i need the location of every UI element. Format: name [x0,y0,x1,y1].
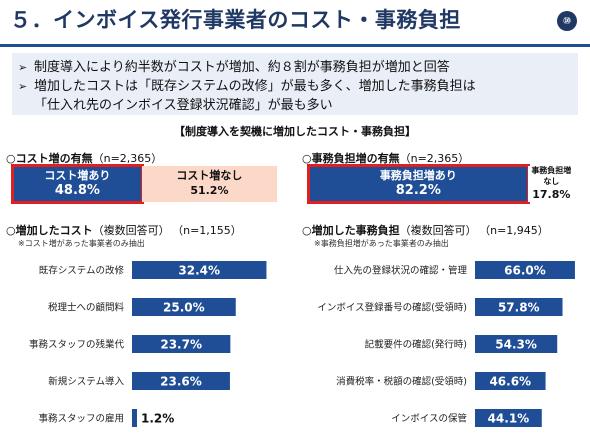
bar [475,335,558,353]
increased-cost-n: （n=1,155） [177,224,242,237]
bar [475,261,575,279]
bar [132,372,230,390]
category-label: 事務スタッフの残業代 [29,339,125,351]
increased-workload-note: ※事務負担増があった事業者のみ抽出 [314,239,449,248]
increased-workload-title-note: （複数回答可） [399,224,477,237]
cost-increase-stacked-bar: コスト増あり 48.8% コスト増なし 51.2% [11,164,277,204]
bar [475,372,546,390]
category-label: インボイス登録番号の確認(受領時) [317,302,467,314]
increased-workload-title: ○増加した事務負担（複数回答可） （n=1,945） [302,222,549,238]
category-label: インボイスの保管 [391,413,467,425]
value-label: 44.1% [488,412,530,426]
workload-increase-n: （n=2,365） [399,152,470,165]
category-label: 既存システムの改修 [39,265,125,277]
category-label: 事務スタッフの雇用 [38,413,124,425]
value-label: 25.0% [163,301,205,315]
increased-cost-bar-chart: 既存システムの改修 32.4% 税理士への顧問料 25.0% 事務スタッフの残業代 23.… [29,261,267,427]
bar [132,298,236,316]
cost-increase-no-value: 51.2% [190,184,229,197]
bar [132,335,231,353]
value-label: 57.8% [498,301,540,315]
category-label: 記載要件の確認(発行時) [365,339,467,351]
workload-increase-yes-value: 82.2% [395,183,441,198]
cost-increase-yes-label: コスト増あり [44,169,111,182]
cost-increase-n: （n=2,365） [92,152,163,165]
workload-increase-no-segment: 事務負担増なし 17.8% [527,166,575,202]
workload-increase-title-text: ○事務負担増の有無 [302,152,400,165]
value-label: 1.2% [141,412,174,426]
bullet-arrow-icon: ➢ [18,61,28,74]
summary-text-2: 増加したコストは「既存システムの改修」が最も多く、増加した事務負担は [34,79,476,94]
category-label: 税理士への顧問料 [48,302,125,314]
summary-line-1: ➢ 制度導入により約半数がコストが増加、約８割が事務負担が増加と回答 [18,56,450,75]
bar [132,409,137,427]
summary-text-1: 制度導入により約半数がコストが増加、約８割が事務負担が増加と回答 [34,60,450,75]
workload-increase-no-label: 事務負担増なし [531,166,572,186]
increased-workload-bar-chart: 仕入先の登録状況の確認・管理 66.0% インボイス登録番号の確認(受領時) 57.8… [317,261,575,427]
workload-increase-yes-segment: 事務負担増あり 82.2% [307,164,530,204]
summary-line-2: ➢ 増加したコストは「既存システムの改修」が最も多く、増加した事務負担は [18,75,476,94]
increased-cost-title: ○増加したコスト（複数回答可） （n=1,155） [6,222,242,238]
cost-increase-title-text: ○コスト増の有無 [6,152,93,165]
section-header: 【制度導入を契機に増加したコスト・事務負担】 [174,125,416,138]
title-divider [0,44,590,47]
cost-increase-yes-segment: コスト増あり 48.8% [11,164,144,204]
bar [475,298,563,316]
workload-increase-title: ○事務負担増の有無（n=2,365） [302,150,469,166]
cost-increase-title: ○コスト増の有無（n=2,365） [6,150,162,166]
page-number-badge: ⑩ [557,11,577,31]
value-label: 23.6% [160,375,202,389]
bullet-arrow-icon: ➢ [18,80,28,93]
increased-workload-n: （n=1,945） [484,224,549,237]
increased-cost-title-text: ○増加したコスト [6,224,93,237]
summary-line-3: 「仕入れ先のインボイス登録状況確認」が最も多い [34,98,333,113]
workload-increase-yes-label: 事務負担増あり [379,169,457,182]
cost-increase-yes-value: 48.8% [54,183,100,198]
cost-increase-no-segment: コスト増なし 51.2% [141,166,277,202]
workload-increase-stacked-bar: 事務負担増あり 82.2% 事務負担増なし 17.8% [307,164,575,204]
workload-increase-no-value: 17.8% [532,188,571,201]
cost-increase-no-label: コスト増なし [176,169,243,182]
summary-box: ➢ 制度導入により約半数がコストが増加、約８割が事務負担が増加と回答 ➢ 増加したコ… [12,53,578,115]
category-label: 仕入先の登録状況の確認・管理 [334,265,468,277]
value-label: 46.6% [489,375,531,389]
value-label: 66.0% [504,264,546,278]
bar [132,261,267,279]
page-title: ５．インボイス発行事業者のコスト・事務負担 [10,8,461,32]
bar [475,409,542,427]
value-label: 54.3% [495,338,537,352]
category-label: 消費税率・税額の確認(受領時) [336,376,467,388]
increased-cost-note: ※コスト増があった事業者のみ抽出 [18,239,145,248]
increased-cost-title-note: （複数回答可） [92,224,170,237]
category-label: 新規システム導入 [48,376,124,388]
value-label: 32.4% [178,264,220,278]
value-label: 23.7% [160,338,202,352]
increased-workload-title-text: ○増加した事務負担 [302,224,400,237]
